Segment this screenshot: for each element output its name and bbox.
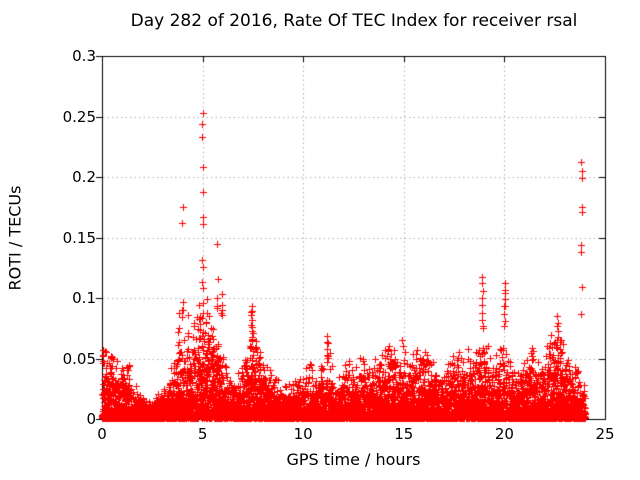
x-tick-label: 10 [293,425,313,443]
y-tick-label: 0.15 [62,228,96,247]
x-axis-label: GPS time / hours [286,450,421,469]
y-tick-label: 0.2 [72,168,96,186]
x-tick-label: 20 [494,425,514,443]
y-tick-label: 0.05 [62,349,96,368]
x-tick-label: 25 [595,425,615,443]
y-tick-label: 0.1 [72,289,96,307]
y-tick-label: 0.3 [72,47,96,65]
chart-title: Day 282 of 2016, Rate Of TEC Index for r… [130,11,578,31]
x-tick-label: 15 [394,425,414,443]
y-tick-label: 0 [86,410,96,428]
x-tick-label: 0 [97,425,107,443]
x-tick-label: 5 [197,425,208,443]
y-tick-label: 0.25 [62,107,96,126]
